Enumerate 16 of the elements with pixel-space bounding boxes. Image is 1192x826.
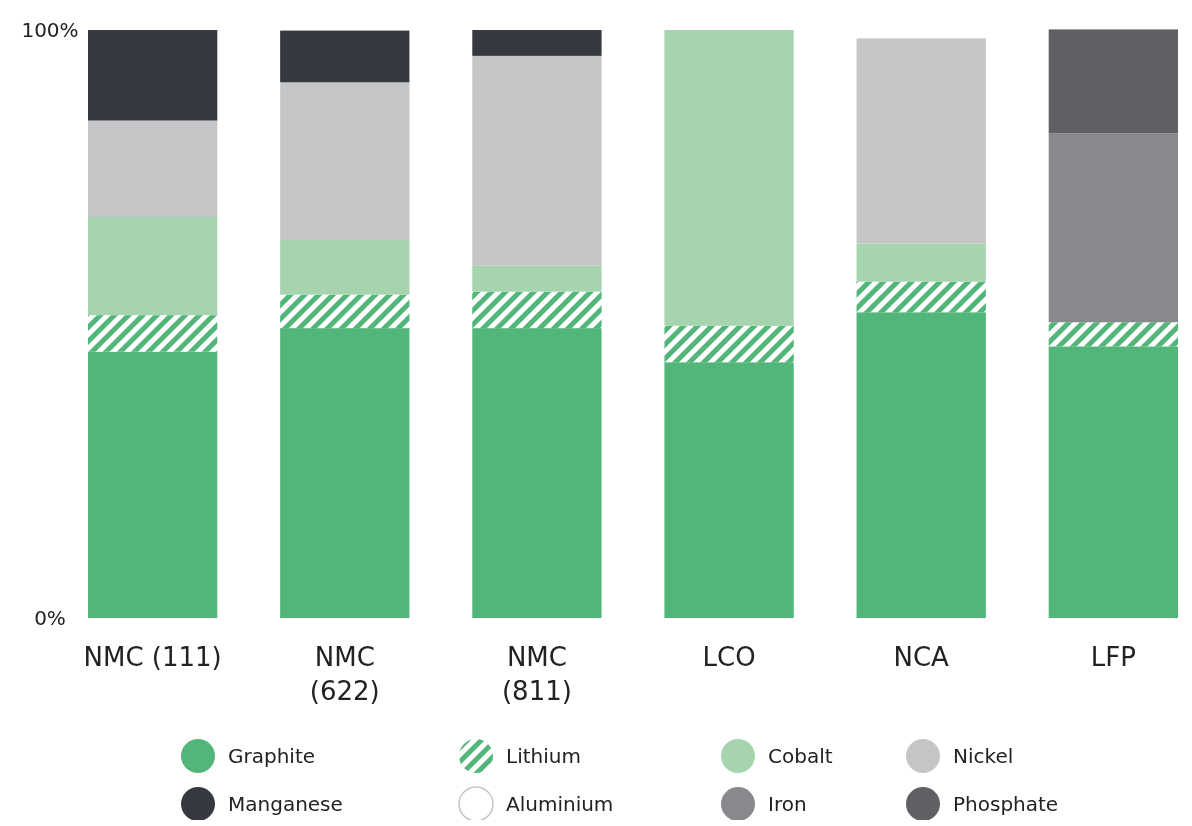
legend-label: Cobalt: [768, 744, 833, 768]
x-tick-label: NMC (811): [501, 642, 572, 706]
x-tick-label: NMC (111): [83, 642, 222, 672]
x-tick-label: LFP: [1090, 642, 1136, 672]
y-tick-label: 100%: [21, 18, 79, 42]
x-tick-label: NMC (622): [309, 642, 380, 706]
legend-label: Iron: [768, 792, 807, 816]
legend-label: Aluminium: [506, 792, 614, 816]
x-tick-label: NCA: [893, 642, 950, 672]
legend-label: Manganese: [228, 792, 343, 816]
legend-label: Graphite: [228, 744, 316, 768]
y-tick-label: 0%: [34, 606, 66, 630]
legend-label: Phosphate: [953, 792, 1059, 816]
legend-label: Lithium: [506, 744, 581, 768]
x-tick-label: LCO: [702, 642, 756, 672]
legend-label: Nickel: [953, 744, 1014, 768]
